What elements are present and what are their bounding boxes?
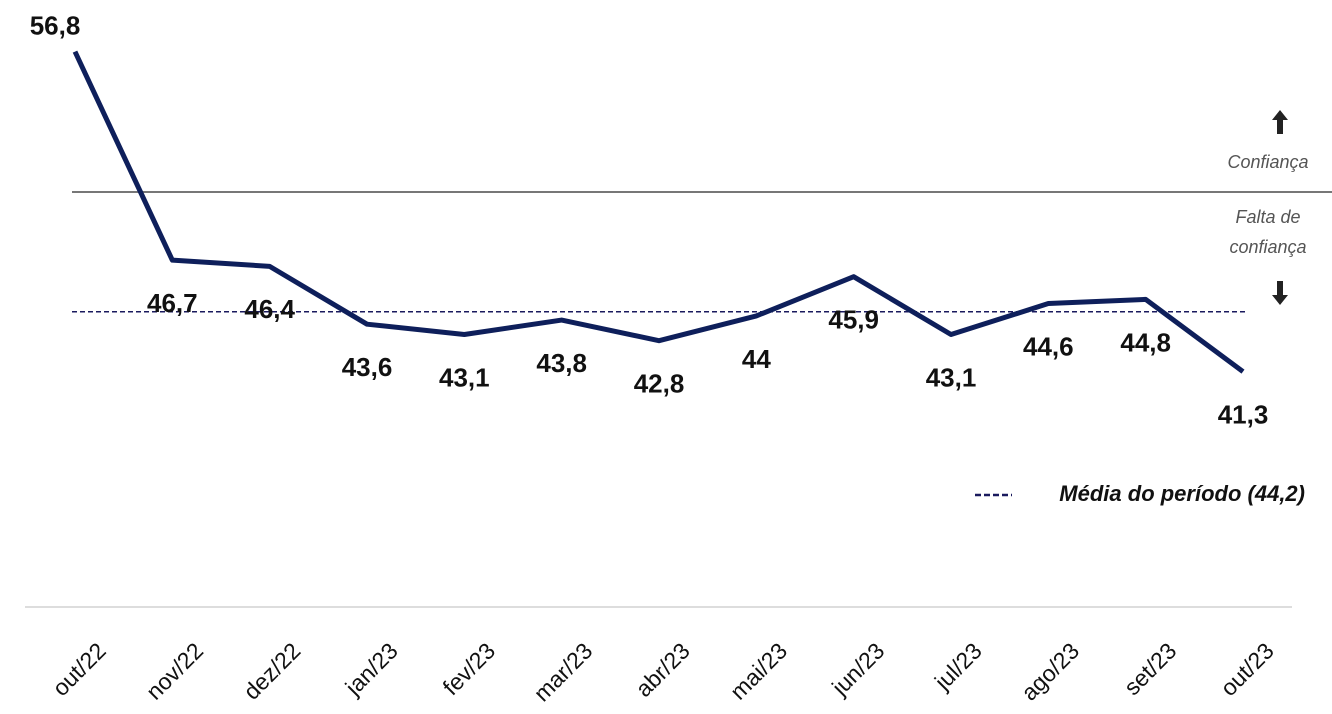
arrow-down <box>1272 281 1288 305</box>
x-tick-label: dez/22 <box>238 637 305 704</box>
data-label: 43,1 <box>439 362 490 392</box>
x-tick-label: mai/23 <box>725 637 792 704</box>
data-label: 44 <box>742 344 771 374</box>
data-label: 44,6 <box>1023 331 1074 361</box>
x-tick-label: nov/22 <box>141 637 208 704</box>
data-label: 56,8 <box>30 10 81 40</box>
data-label: 41,3 <box>1218 400 1269 430</box>
data-label: 43,6 <box>342 352 393 382</box>
data-label: 42,8 <box>634 369 685 399</box>
data-label: 44,8 <box>1120 327 1171 357</box>
x-tick-label: jan/23 <box>339 637 402 700</box>
reference-above-label: Confiança <box>1227 152 1308 172</box>
x-tick-label: mar/23 <box>528 637 597 706</box>
x-tick-label: out/23 <box>1215 637 1279 701</box>
x-tick-label: set/23 <box>1119 637 1182 700</box>
legend-label: Média do período (44,2) <box>1059 481 1305 506</box>
reference-below-label: Falta de confiança <box>1229 207 1306 257</box>
arrow-up <box>1272 110 1288 134</box>
data-label: 43,8 <box>536 348 587 378</box>
data-label: 46,7 <box>147 288 198 318</box>
series-line <box>72 50 1245 374</box>
data-label: 46,4 <box>244 294 295 324</box>
x-tick-label: jul/23 <box>929 637 987 695</box>
x-tick-label: ago/23 <box>1016 637 1084 705</box>
data-label: 45,9 <box>828 305 879 335</box>
x-tick-label: jun/23 <box>826 637 889 700</box>
data-label: 43,1 <box>926 362 977 392</box>
x-tick-label: out/22 <box>47 637 111 701</box>
x-tick-label: fev/23 <box>437 637 500 700</box>
x-tick-label: abr/23 <box>630 637 695 702</box>
